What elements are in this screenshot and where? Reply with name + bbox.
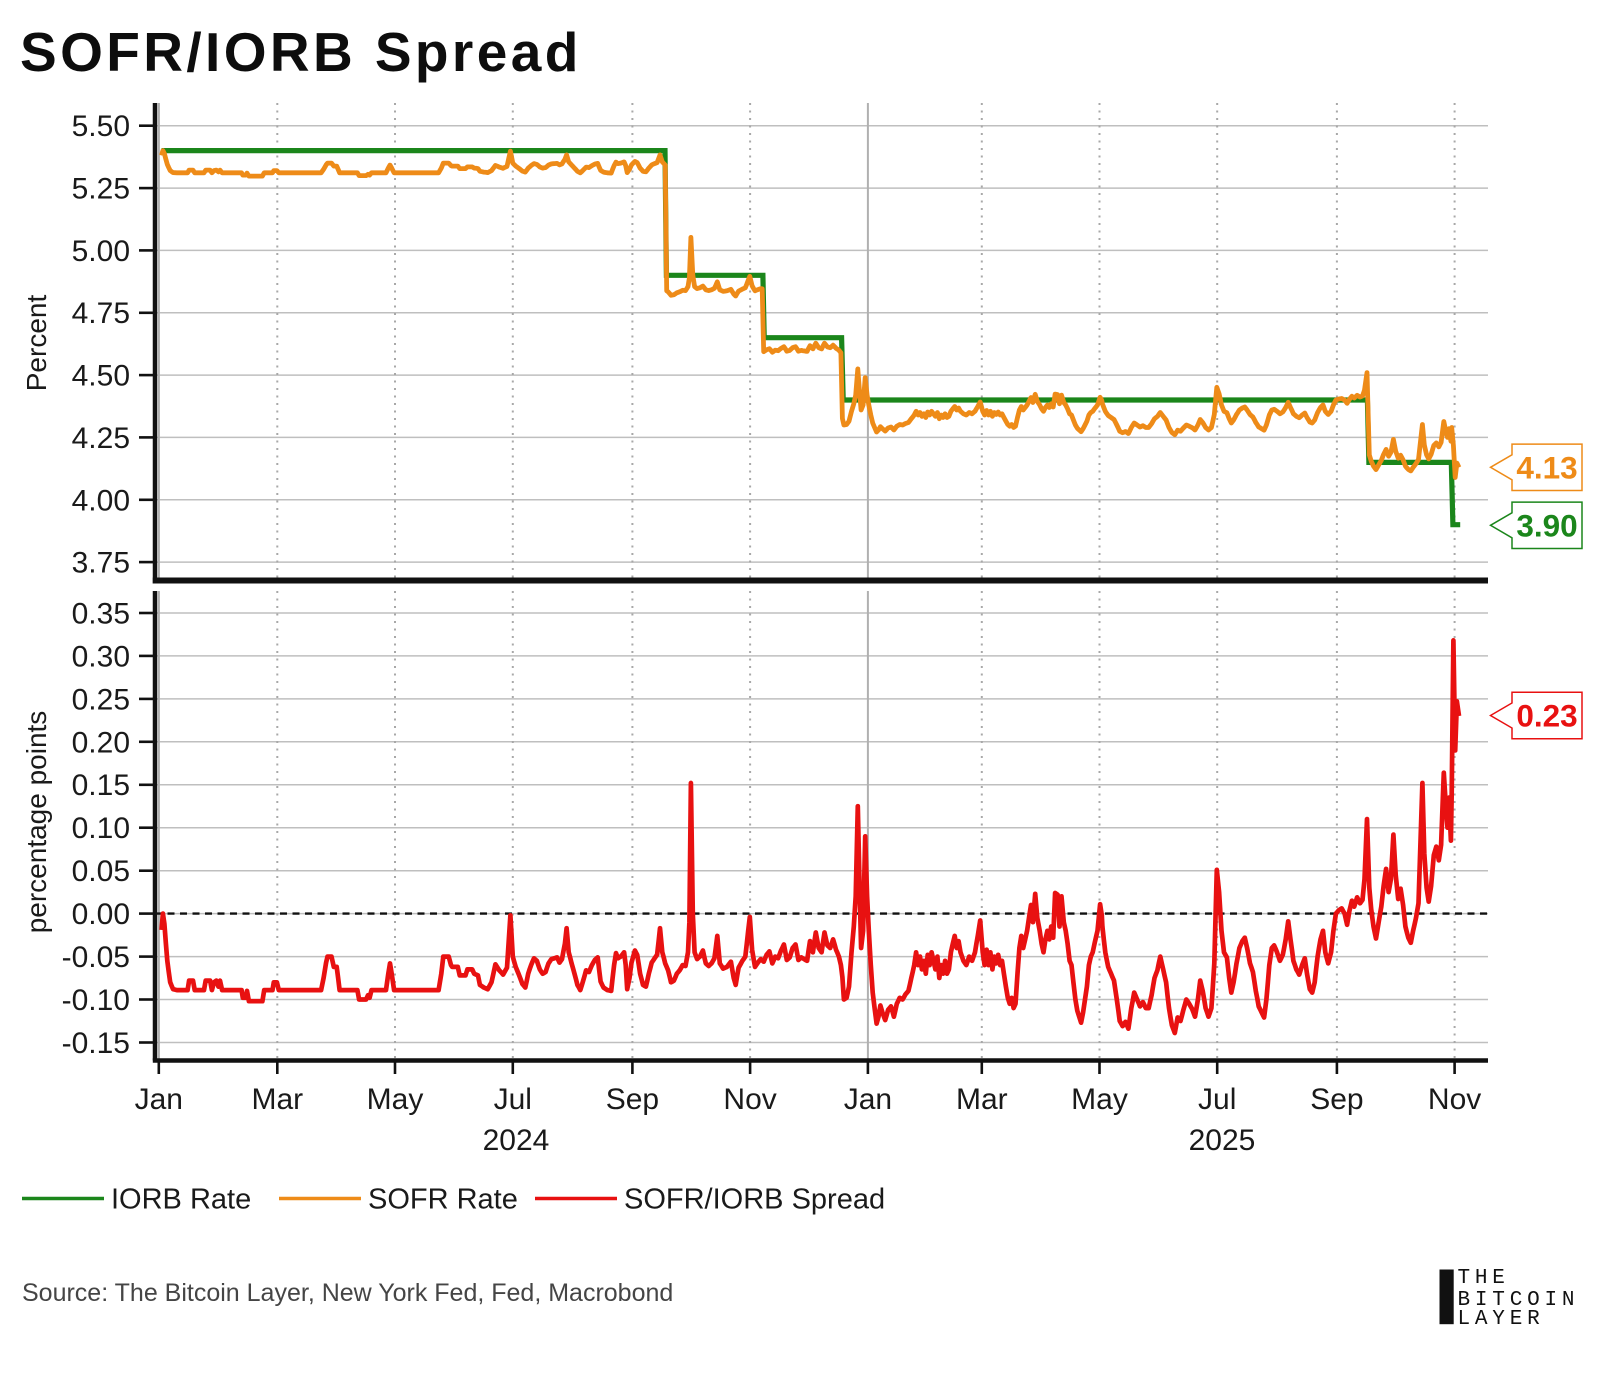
svg-text:4.75: 4.75 [72,297,130,330]
svg-text:Percent: Percent [21,295,52,392]
svg-text:4.50: 4.50 [72,360,130,393]
svg-text:5.00: 5.00 [72,235,130,268]
svg-text:Nov: Nov [723,1083,776,1116]
svg-text:SOFR Rate: SOFR Rate [368,1184,518,1216]
svg-text:Sep: Sep [1310,1083,1363,1116]
svg-text:0.25: 0.25 [72,683,130,716]
svg-text:2024: 2024 [483,1124,550,1157]
svg-text:0.10: 0.10 [72,812,130,845]
svg-text:Mar: Mar [956,1083,1008,1116]
svg-text:Nov: Nov [1428,1083,1481,1116]
svg-text:Jul: Jul [494,1083,532,1116]
svg-text:SOFR/IORB Spread: SOFR/IORB Spread [624,1184,885,1216]
svg-text:2025: 2025 [1189,1124,1256,1157]
svg-text:0.35: 0.35 [72,598,130,631]
svg-text:Sep: Sep [606,1083,659,1116]
svg-text:May: May [367,1083,424,1116]
svg-text:4.13: 4.13 [1516,449,1577,485]
svg-text:3.90: 3.90 [1516,507,1577,543]
svg-text:Mar: Mar [251,1083,303,1116]
svg-text:May: May [1071,1083,1128,1116]
svg-text:Jan: Jan [844,1083,892,1116]
svg-text:THE: THE [1458,1267,1510,1290]
svg-text:4.25: 4.25 [72,422,130,455]
svg-text:-0.15: -0.15 [62,1027,130,1060]
svg-text:0.05: 0.05 [72,855,130,888]
svg-text:0.15: 0.15 [72,769,130,802]
svg-text:Jan: Jan [135,1083,183,1116]
svg-text:LAYER: LAYER [1458,1308,1545,1331]
svg-text:3.75: 3.75 [72,547,130,580]
svg-text:SOFR/IORB Spread: SOFR/IORB Spread [20,21,582,83]
svg-text:IORB Rate: IORB Rate [111,1184,251,1216]
svg-text:5.50: 5.50 [72,110,130,143]
svg-text:Source: The Bitcoin Layer, New: Source: The Bitcoin Layer, New York Fed,… [22,1279,673,1307]
svg-text:Jul: Jul [1198,1083,1236,1116]
svg-text:0.20: 0.20 [72,726,130,759]
svg-text:0.00: 0.00 [72,898,130,931]
svg-text:5.25: 5.25 [72,173,130,206]
svg-text:-0.10: -0.10 [62,984,130,1017]
svg-text:4.00: 4.00 [72,484,130,517]
svg-text:0.30: 0.30 [72,640,130,673]
svg-text:BITCOIN: BITCOIN [1458,1289,1580,1312]
svg-text:-0.05: -0.05 [62,941,130,974]
svg-text:percentage points: percentage points [21,711,52,934]
svg-text:0.23: 0.23 [1516,698,1577,734]
